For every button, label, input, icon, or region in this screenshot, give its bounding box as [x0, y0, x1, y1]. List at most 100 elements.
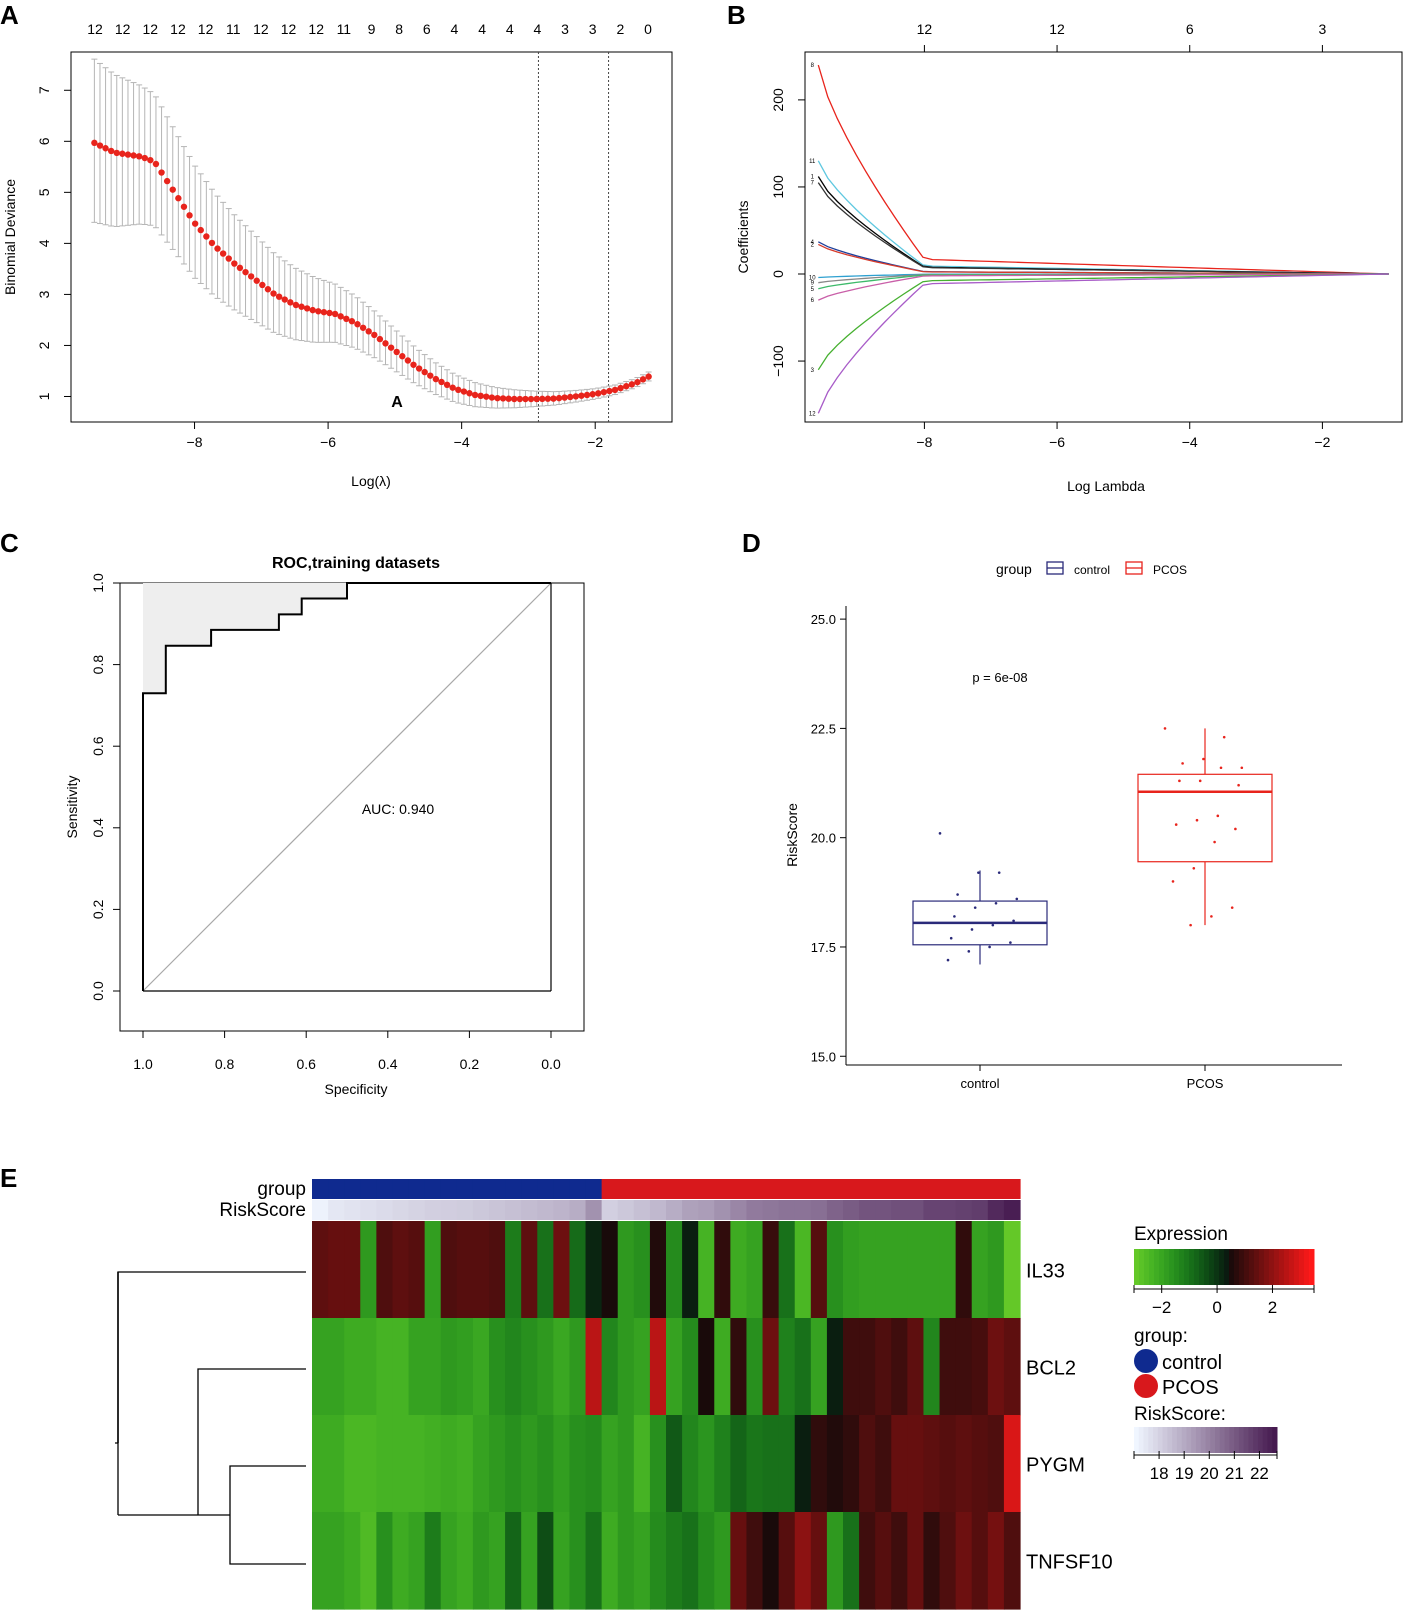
panel-e-heat-cell	[987, 1415, 1005, 1513]
panel-a-deviance-point	[611, 386, 619, 394]
panel-c-diagonal	[142, 582, 552, 992]
panel-e-heat-cell	[617, 1318, 635, 1416]
panel-e-riskscore-cell	[424, 1200, 442, 1220]
panel-c-xtick-label: 0.8	[215, 1056, 235, 1072]
panel-c-ytick-label: 0.6	[90, 736, 106, 756]
panel-e-heat-cell	[907, 1512, 925, 1610]
panel-e-heat-cell	[521, 1318, 538, 1416]
panel-b-coef-label: 3	[811, 368, 815, 374]
panel-d-xtick-label: PCOS	[1187, 1076, 1224, 1091]
panel-e-group-cell	[633, 1179, 651, 1199]
panel-a-deviance-point	[365, 328, 372, 335]
panel-e-heat-cell	[762, 1415, 780, 1513]
panel-e-group-cell	[714, 1179, 731, 1199]
panel-b-coef-line	[817, 176, 1389, 275]
panel-a-deviance-point	[354, 321, 361, 328]
panel-e-heat-cell	[312, 1512, 329, 1610]
panel-e-riskscore-cell	[826, 1200, 844, 1220]
panel-a-ytick-label: 7	[36, 86, 52, 94]
panel-e-heat-cell	[312, 1221, 329, 1319]
panel-e-heat-cell	[746, 1318, 764, 1416]
panel-d-jitter-point	[991, 923, 995, 927]
panel-e-heat-cell	[312, 1318, 329, 1416]
panel-e-group-cell	[826, 1179, 844, 1199]
panel-label-b: B	[727, 0, 746, 30]
panel-e-heat-cell	[826, 1512, 844, 1610]
panel-d-jitter-point	[946, 958, 950, 962]
panel-c-xtick-label: 0.4	[378, 1056, 398, 1072]
panel-c-roc: ROC,training datasets 1.0 0.8 0.6 0.4 0.2 0.0…	[64, 555, 585, 1097]
panel-e-heat-cell	[778, 1415, 796, 1513]
panel-e-heat-cell	[762, 1318, 780, 1416]
panel-e-heat-cell	[794, 1221, 812, 1319]
panel-e-group-legend-dot	[1134, 1349, 1158, 1373]
panel-e-heat-cell	[633, 1318, 651, 1416]
panel-e-heat-cell	[376, 1512, 394, 1610]
panel-e-heat-cell	[312, 1415, 329, 1513]
panel-a-deviance-point	[259, 281, 266, 289]
panel-e-heat-cell	[376, 1221, 394, 1319]
panel-e-heat-cell	[714, 1221, 731, 1319]
panel-e-riskscore-tick-label: 19	[1175, 1464, 1194, 1483]
panel-c-xtick-label: 1.0	[133, 1056, 153, 1072]
panel-e-heat-cell	[424, 1318, 442, 1416]
panel-e-heat-cell	[875, 1415, 892, 1513]
panel-a-deviance-point	[438, 378, 445, 386]
panel-e-riskscore-gradient	[1138, 1427, 1145, 1453]
panel-e-group-cell	[1003, 1179, 1021, 1199]
panel-label-a: A	[0, 0, 19, 30]
panel-e-expression-gradient	[1149, 1249, 1155, 1285]
panel-e-group-cell	[344, 1179, 361, 1199]
panel-e-heat-cell	[360, 1512, 377, 1610]
panel-e-riskscore-cell	[907, 1200, 925, 1220]
panel-e-heat-cell	[392, 1512, 410, 1610]
panel-e-heat-cell	[939, 1512, 957, 1610]
panel-a-deviance-point	[427, 372, 434, 379]
panel-e-row-label: PYGM	[1026, 1455, 1085, 1477]
panel-e-heat-cell	[666, 1221, 683, 1319]
panel-a-deviance-point	[124, 151, 132, 158]
panel-e-heat-cell	[537, 1415, 554, 1513]
panel-e-expression-legend-title: Expression	[1134, 1224, 1228, 1245]
panel-a-deviance-point	[214, 245, 221, 252]
panel-b-top-count: 6	[1186, 21, 1194, 37]
panel-e-heat-cell	[521, 1221, 538, 1319]
panel-e-heat-cell	[649, 1512, 667, 1610]
panel-e-heat-cell	[601, 1221, 619, 1319]
panel-b-coef-line	[817, 273, 1389, 371]
panel-d-jitter-point	[1171, 880, 1175, 883]
panel-a-top-count: 11	[337, 21, 352, 37]
panel-e-heat-cell	[794, 1512, 812, 1610]
panel-e-expression-gradient	[1164, 1249, 1170, 1285]
panel-e-heat-cell	[440, 1221, 458, 1319]
panel-a-deviance-point	[119, 150, 126, 157]
panel-e-heat-cell	[328, 1512, 345, 1610]
panel-a-deviance-point	[410, 361, 417, 368]
panel-a-deviance-point	[589, 391, 596, 398]
panel-a-deviance-point	[455, 386, 462, 394]
panel-a-ylabel: Binomial Deviance	[2, 179, 18, 295]
panel-e-row-label: BCL2	[1026, 1358, 1076, 1380]
panel-e-heat-cell	[955, 1318, 973, 1416]
panel-b-top-count: 12	[1049, 21, 1065, 37]
panel-a-deviance-point	[499, 395, 507, 402]
panel-e-heat-cell	[585, 1221, 603, 1319]
panel-e-riskscore-cell	[521, 1200, 538, 1220]
panel-a-deviance-point	[645, 373, 652, 380]
panel-e-heat-cell	[923, 1512, 941, 1610]
panel-d-ytick-label: 15.0	[811, 1049, 836, 1064]
panel-b-coef-label: 2	[811, 242, 815, 248]
panel-e-heat-cell	[328, 1318, 345, 1416]
panel-e-heat-cell	[698, 1221, 715, 1319]
panel-e-riskscore-tick-label: 21	[1225, 1464, 1244, 1483]
panel-e-heat-cell	[730, 1318, 748, 1416]
panel-e-heat-cell	[682, 1318, 699, 1416]
panel-d-xtick-label: control	[960, 1076, 999, 1091]
panel-d-jitter-point	[1219, 766, 1223, 770]
panel-e-expression-tick-label: 0	[1212, 1298, 1221, 1317]
panel-e-heat-cell	[987, 1221, 1005, 1319]
panel-e-riskscore-gradient	[1205, 1427, 1211, 1453]
panel-e-expression-gradient	[1249, 1249, 1255, 1285]
panel-a-top-count: 4	[506, 21, 514, 37]
panel-e-heat-cell	[489, 1221, 506, 1319]
